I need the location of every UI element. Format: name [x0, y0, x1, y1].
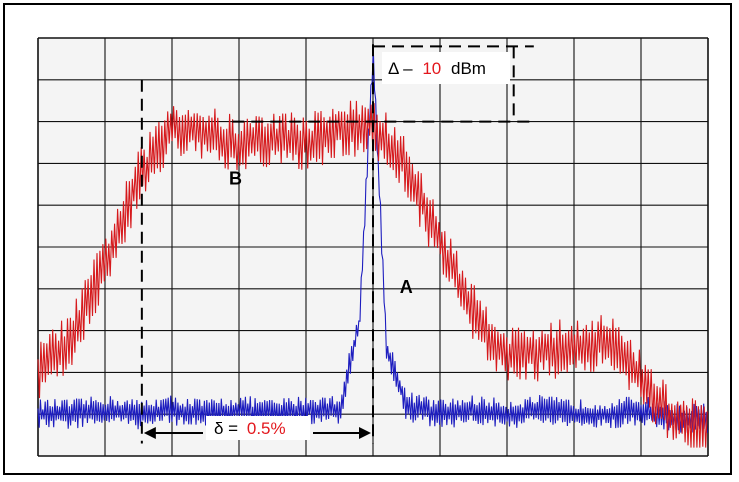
delta-label-box: [382, 52, 510, 84]
width-label-box: [206, 416, 310, 440]
width-arrowhead-left: [143, 427, 156, 440]
delta-unit: dBm: [451, 59, 486, 78]
delta-prefix: Δ –: [388, 59, 413, 78]
width-arrowhead-right: [359, 427, 371, 440]
delta-label: Δ – 10 dBm: [388, 59, 486, 78]
trace-label-b: B: [229, 168, 242, 188]
width-value: 0.5%: [247, 419, 286, 438]
width-label: δ = 0.5%: [214, 419, 286, 438]
delta-value: 10: [422, 59, 441, 78]
annotation-lines: [140, 44, 534, 444]
trace-label-a: A: [400, 277, 413, 297]
width-prefix: δ =: [214, 419, 238, 438]
